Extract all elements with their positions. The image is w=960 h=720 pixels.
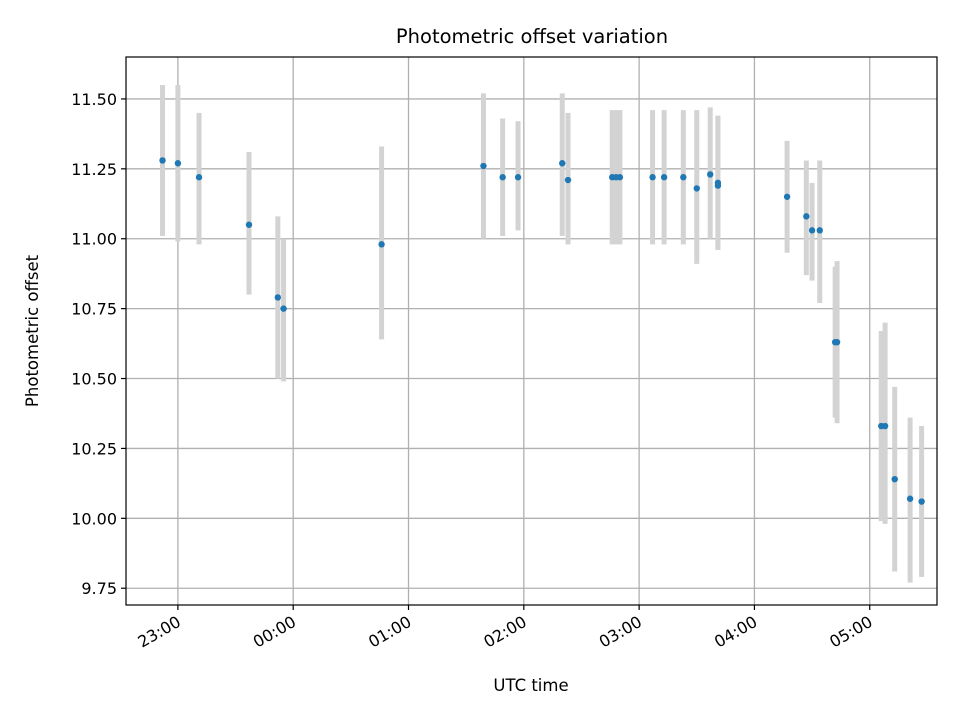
data-point <box>833 338 841 346</box>
data-point <box>680 174 687 181</box>
y-tick-label: 10.25 <box>71 439 117 458</box>
y-tick-label: 10.75 <box>71 300 117 319</box>
y-tick-label: 11.50 <box>71 90 117 109</box>
data-point <box>707 171 714 178</box>
y-tick-label: 10.50 <box>71 370 117 389</box>
data-point <box>881 422 889 430</box>
data-point <box>906 495 914 502</box>
y-tick-label: 9.75 <box>81 579 117 598</box>
y-axis-title: Photometric offset <box>23 254 42 407</box>
data-point <box>174 160 182 167</box>
data-point <box>803 213 810 220</box>
data-point <box>280 305 287 312</box>
data-point <box>660 174 668 181</box>
y-axis-ticks: 9.75 10.00 10.25 10.50 10.75 11.00 11.25 11.50 <box>71 90 126 598</box>
data-point <box>245 221 253 228</box>
y-tick-label: 11.25 <box>71 160 117 179</box>
data-points <box>159 157 925 505</box>
y-tick-label: 10.00 <box>71 509 117 528</box>
data-point <box>783 193 791 200</box>
data-point <box>499 174 506 181</box>
data-point <box>514 174 522 181</box>
data-point <box>195 174 203 181</box>
plot-frame <box>125 56 938 606</box>
x-axis-title: UTC time <box>493 676 568 695</box>
grid-lines <box>126 57 937 605</box>
data-point <box>693 185 700 192</box>
data-point <box>616 174 624 181</box>
data-point <box>564 176 572 184</box>
chart-title: Photometric offset variation <box>396 25 668 48</box>
y-tick-label: 11.00 <box>71 230 117 249</box>
data-point <box>274 294 282 301</box>
data-point <box>918 498 925 505</box>
data-point <box>159 157 166 164</box>
data-point <box>378 241 385 248</box>
data-point <box>816 227 823 234</box>
data-point <box>649 174 656 181</box>
data-point <box>559 160 566 167</box>
data-point <box>714 179 722 187</box>
data-point <box>480 162 487 170</box>
data-point <box>891 475 898 483</box>
data-point <box>808 227 816 234</box>
